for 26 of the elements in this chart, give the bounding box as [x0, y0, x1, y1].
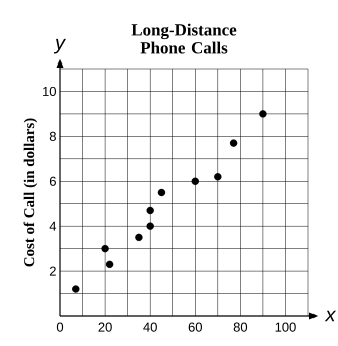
point: [214, 173, 222, 180]
text: y: [54, 38, 66, 54]
y-tick-label: 8: [50, 132, 56, 141]
point: [135, 234, 143, 242]
point: [72, 285, 80, 293]
x-tick-label: 0: [56, 322, 64, 332]
point: [146, 206, 154, 214]
y-tick-label: 10: [43, 86, 56, 96]
point: [101, 244, 109, 252]
point: [146, 222, 154, 230]
point: [158, 188, 166, 196]
point: [192, 178, 199, 185]
point: [230, 139, 238, 147]
x-tick-label: 60: [188, 322, 202, 332]
point: [106, 260, 114, 268]
chart-title: Long-Distance Phone Calls: [132, 24, 236, 54]
x-tick-label: 100: [276, 322, 296, 332]
x-axis-title: x: [324, 310, 336, 322]
y-tick-label: 2: [50, 266, 56, 276]
x-tick-label: 20: [98, 322, 112, 332]
x-tick-label: 40: [143, 322, 157, 332]
y-tick-label: 4: [50, 222, 56, 231]
point: [259, 110, 267, 118]
x-tick-label: 80: [234, 322, 248, 332]
y-axis-title: Cost of Call (in dollars): [24, 118, 38, 266]
y-tick-label: 6: [50, 176, 56, 186]
